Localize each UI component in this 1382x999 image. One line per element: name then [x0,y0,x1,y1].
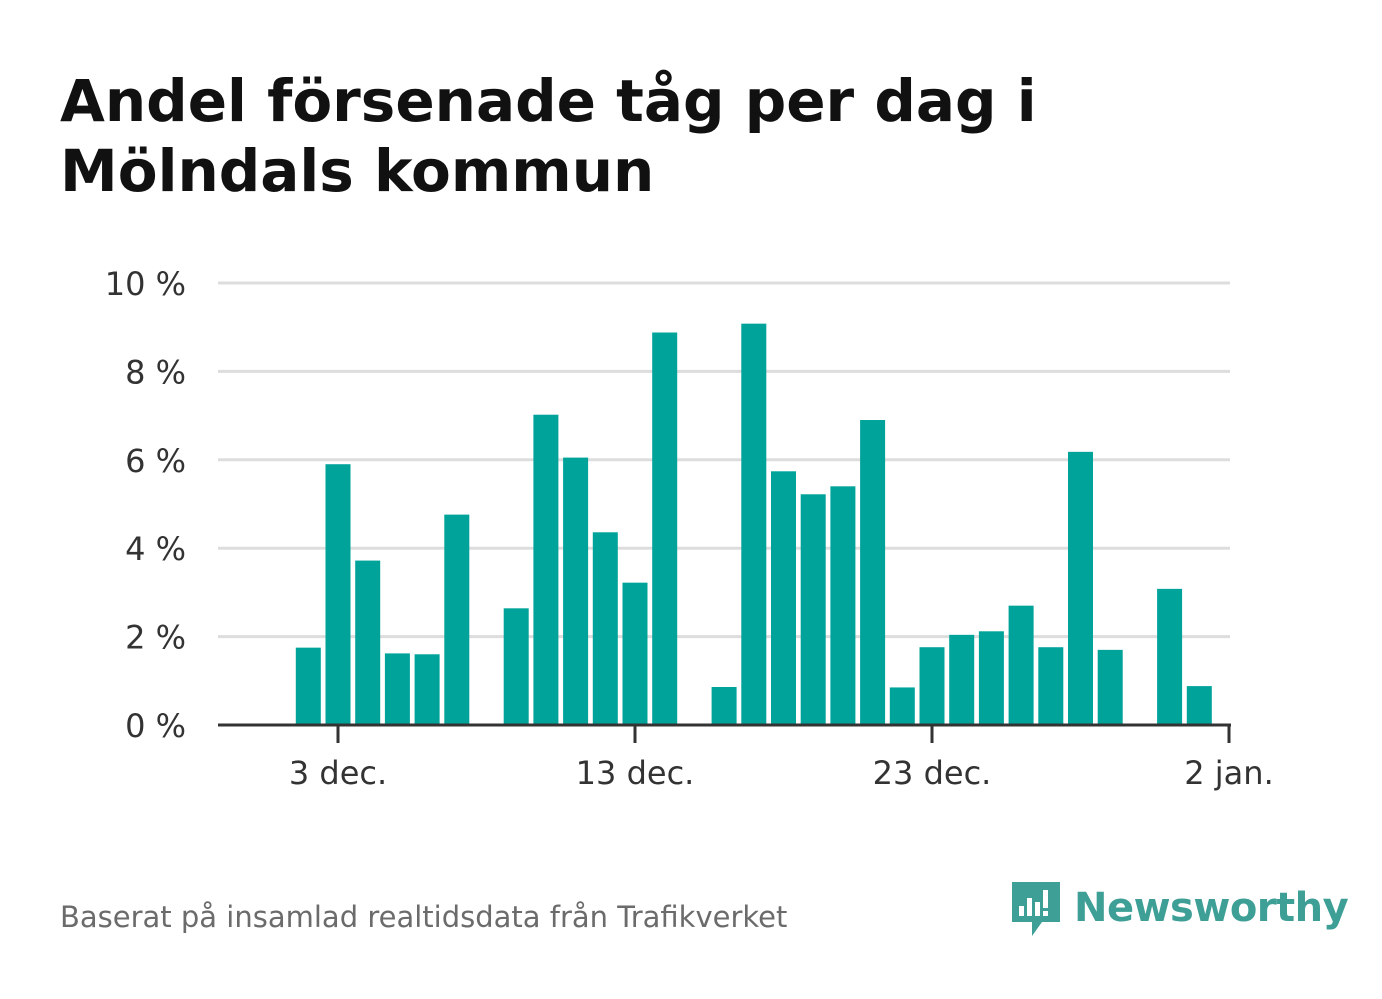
y-tick-label: 0 % [125,707,186,745]
y-tick-label: 10 % [105,265,186,303]
bar[interactable] [503,608,529,725]
bar[interactable] [949,634,975,725]
bar[interactable] [622,582,648,725]
bar[interactable] [355,560,381,725]
bar[interactable] [771,471,796,725]
x-axis-tick-labels: 3 dec. 13 dec. 23 dec. 2 jan. [289,754,1274,792]
chart-title: Andel försenade tåg per dag i Mölndals k… [60,67,1037,205]
bar[interactable] [563,457,589,725]
source-note: Baserat på insamlad realtidsdata från Tr… [60,900,788,934]
x-tick-label: 23 dec. [873,754,992,792]
x-tick-label: 2 jan. [1184,754,1273,792]
bar[interactable] [652,332,678,725]
brand-logo[interactable]: Newsworthy [1010,878,1349,938]
x-axis [218,723,1231,743]
x-tick-label: 3 dec. [289,754,387,792]
bar[interactable] [533,414,559,725]
bar[interactable] [1008,605,1034,725]
bar[interactable] [1157,588,1183,725]
gridlines [218,281,1230,639]
y-tick-label: 2 % [125,619,186,657]
newsworthy-logo-icon [1012,882,1060,936]
bar[interactable] [860,420,886,725]
y-tick-label: 4 % [125,530,186,568]
bar[interactable] [830,486,856,725]
x-tick-label: 13 dec. [576,754,695,792]
y-axis-tick-labels: 0 % 2 % 4 % 6 % 8 % 10 % [105,265,186,745]
bar[interactable] [295,647,321,725]
y-tick-label: 6 % [125,442,186,480]
bar[interactable] [1097,649,1123,725]
bar[interactable] [325,464,351,725]
bar[interactable] [384,653,410,725]
bar[interactable] [741,323,767,725]
bar[interactable] [711,686,737,725]
bar[interactable] [919,647,945,725]
bar[interactable] [1068,451,1093,725]
bar[interactable] [592,532,618,725]
bars [295,323,1212,725]
bar[interactable] [414,654,440,725]
brand-name: Newsworthy [1074,885,1349,931]
bar[interactable] [978,631,1004,725]
bar[interactable] [889,687,915,725]
bar[interactable] [1038,647,1064,725]
bar[interactable] [800,494,826,725]
bar[interactable] [444,514,470,725]
bar[interactable] [1186,686,1212,725]
y-tick-label: 8 % [125,353,186,391]
